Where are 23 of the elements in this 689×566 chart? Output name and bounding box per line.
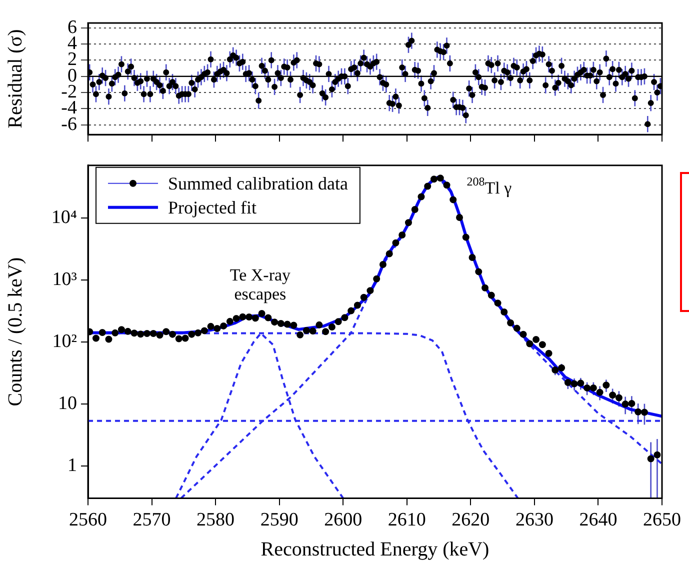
x-axis-title: Reconstructed Energy (keV): [260, 538, 490, 560]
legend-label: Projected fit: [168, 197, 256, 218]
x-tick-label: 2570: [132, 510, 171, 531]
y-tick-label: 10⁴: [51, 206, 78, 228]
y-tick-label: 10²: [52, 330, 78, 352]
x-tick-label: 2590: [260, 510, 298, 531]
x-tick-label: 2620: [452, 510, 490, 531]
x-tick-label: 2580: [196, 510, 235, 531]
x-tick-label: 2650: [643, 510, 681, 531]
y-axis-title: Residual (σ): [4, 29, 26, 128]
y-tick-label: -6: [61, 114, 77, 135]
y-axis-title: Counts / (0.5 keV): [4, 257, 26, 406]
y-tick-label: 1: [68, 454, 77, 476]
y-tick-label: 6: [68, 16, 77, 38]
x-tick-label: 2610: [388, 510, 426, 531]
x-tick-label: 2630: [515, 510, 554, 531]
annotation: Te X-ray escapes: [230, 266, 292, 304]
y-tick-label: 10: [58, 392, 77, 414]
legend-label: Summed calibration data: [168, 173, 348, 194]
x-tick-label: 2640: [579, 510, 618, 531]
x-tick-label: 2600: [324, 510, 362, 531]
y-tick-label: 10³: [52, 268, 78, 290]
x-tick-label: 2560: [69, 510, 107, 531]
